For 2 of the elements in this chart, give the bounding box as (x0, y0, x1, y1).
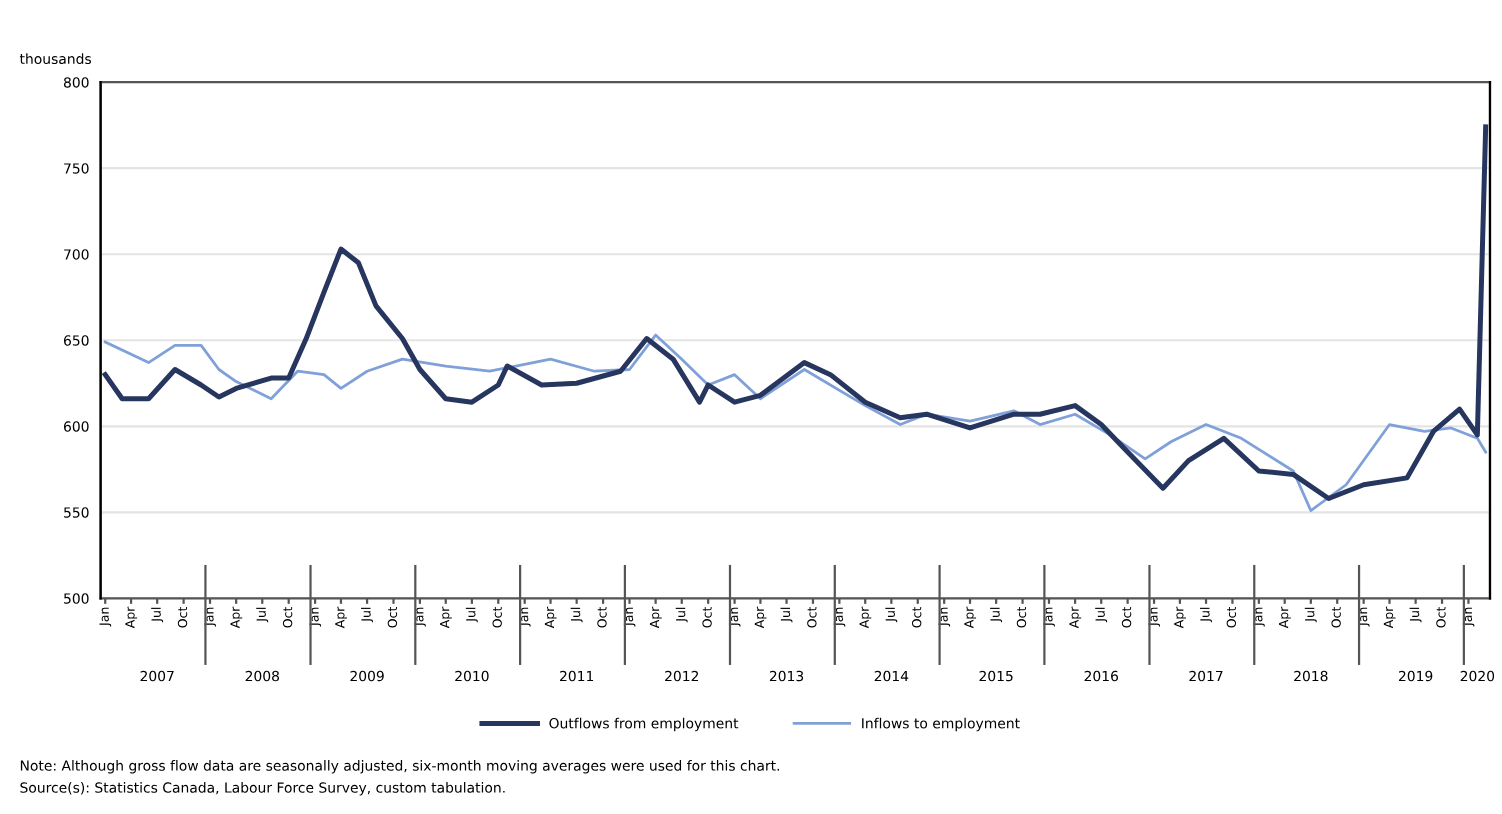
line-series (102, 124, 1489, 502)
line-series (103, 333, 1488, 512)
